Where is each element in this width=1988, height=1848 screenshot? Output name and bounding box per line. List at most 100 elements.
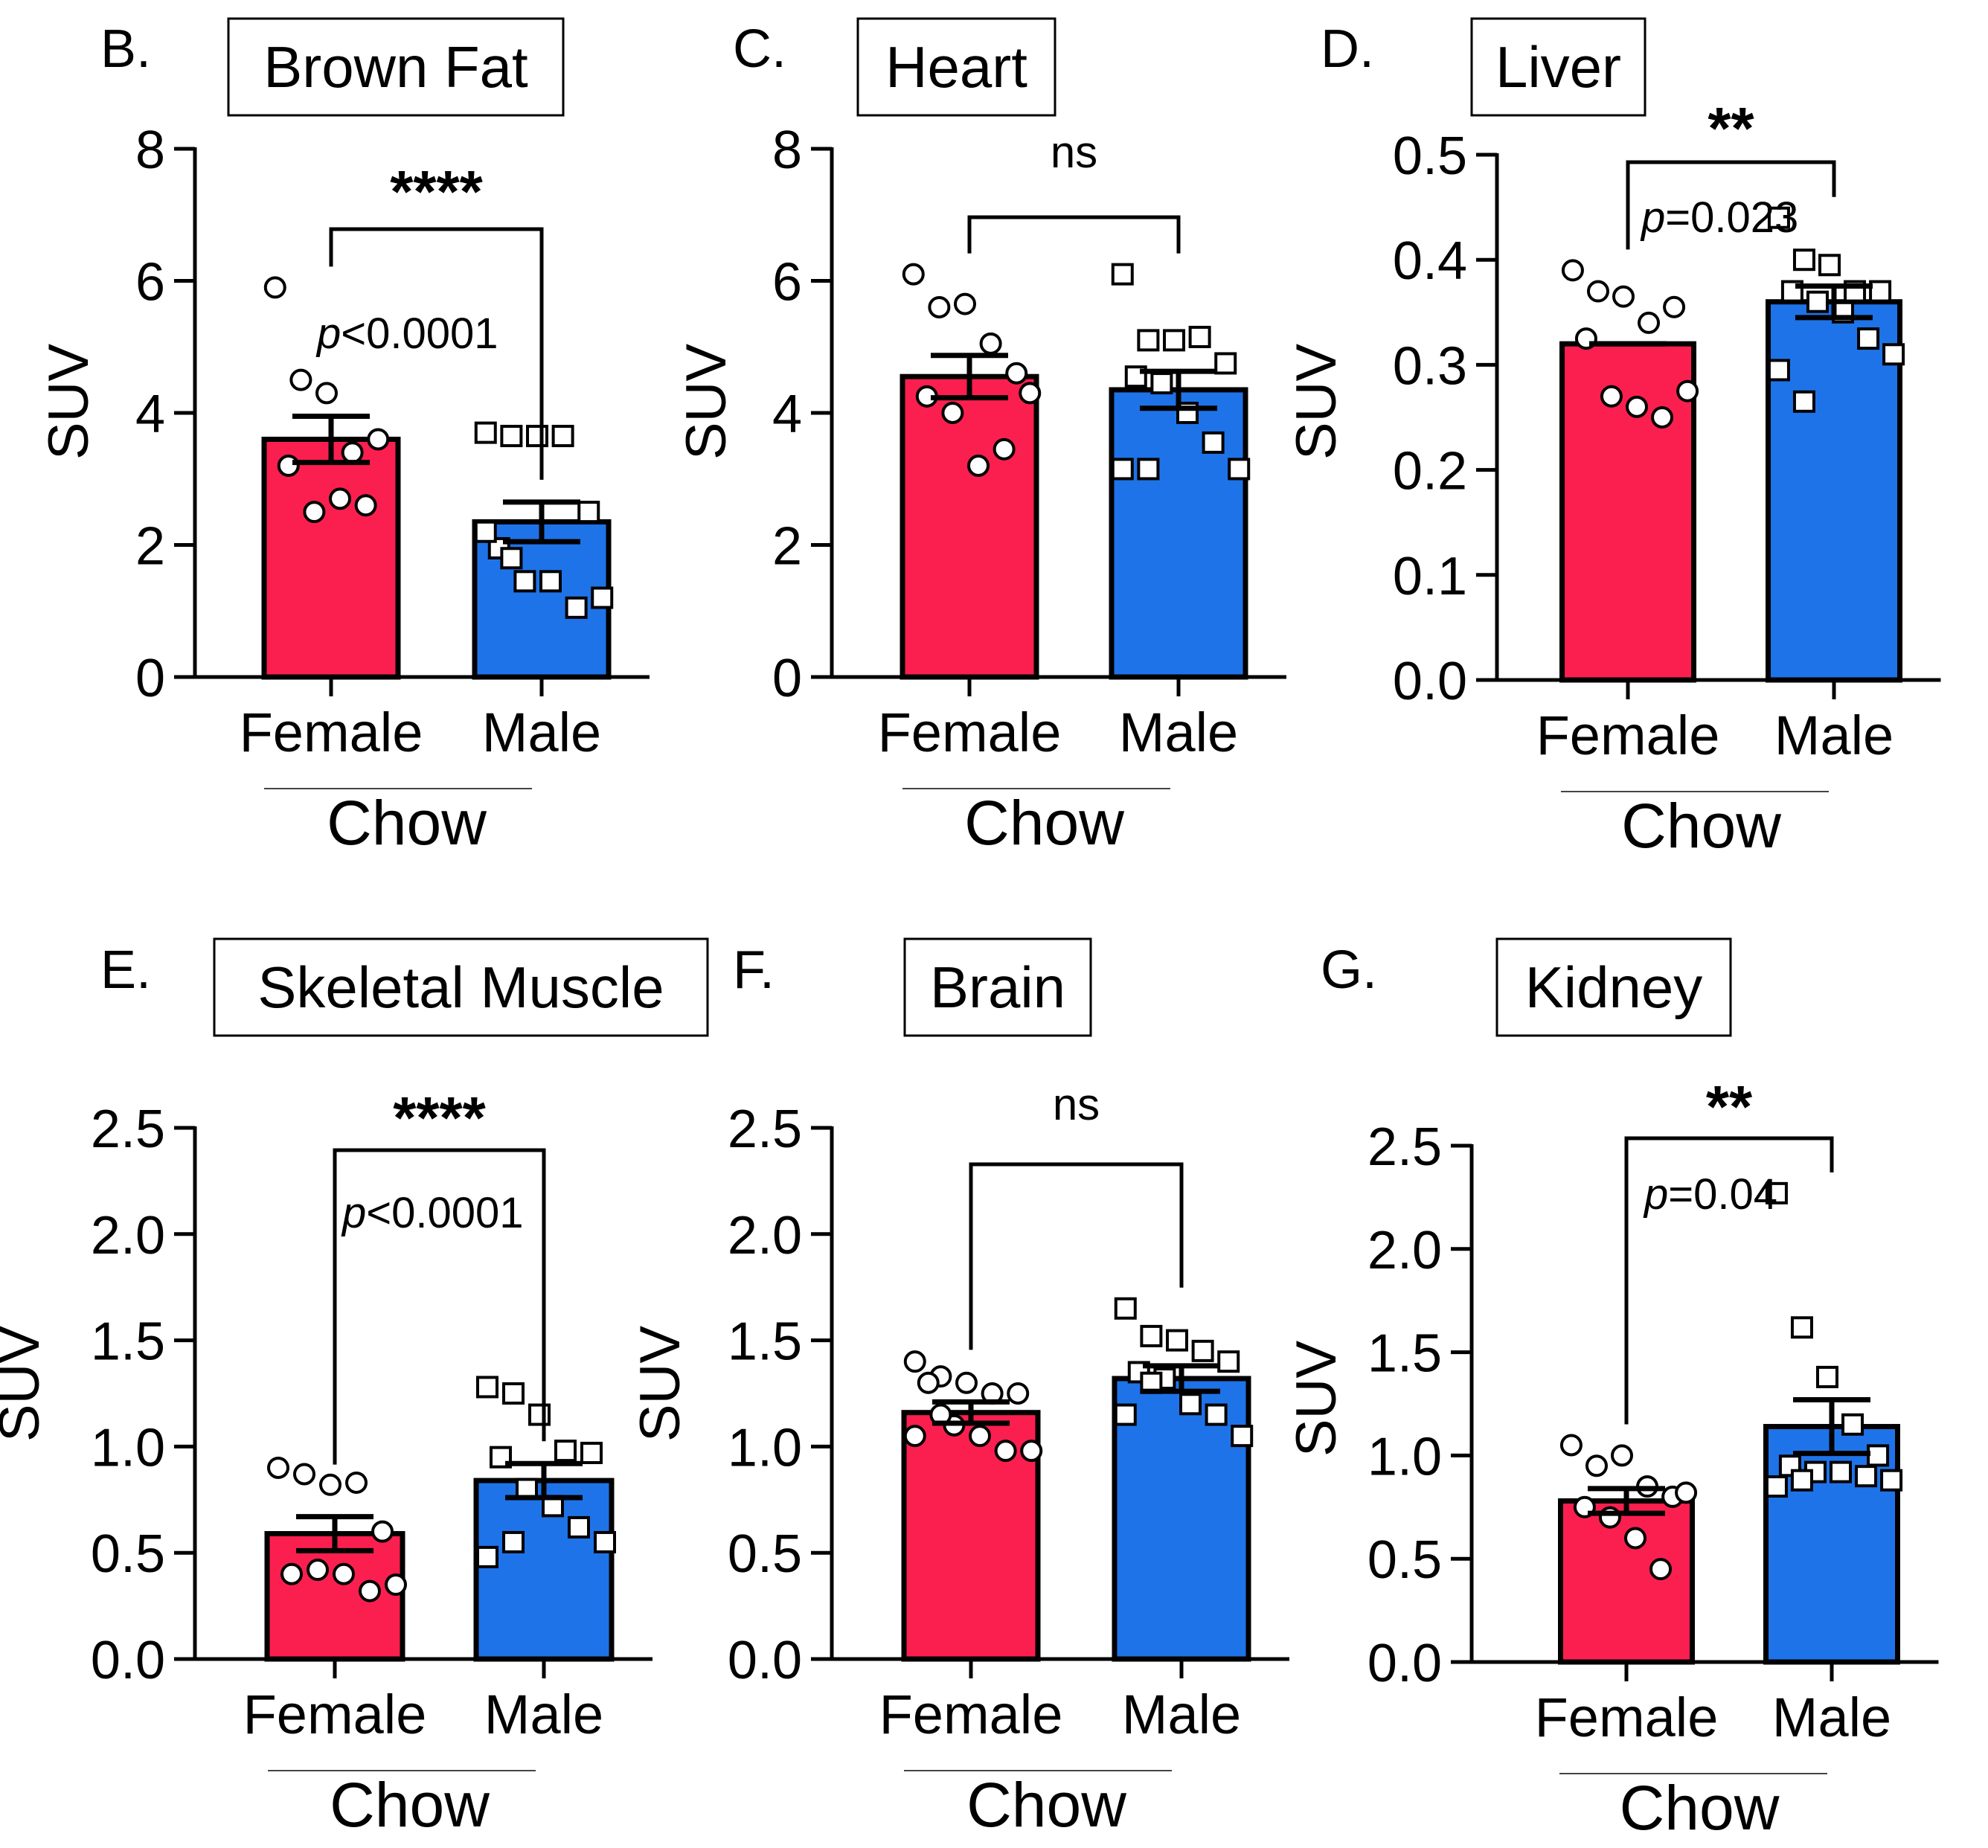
data-point-male bbox=[1111, 458, 1134, 481]
data-point-female bbox=[1585, 1454, 1608, 1478]
data-point-female bbox=[1598, 1506, 1621, 1529]
y-tick-label: 0.0 bbox=[728, 1631, 802, 1690]
x-category-label: Female bbox=[1536, 705, 1720, 766]
p-value-rest: <0.0001 bbox=[341, 309, 498, 358]
panel-brown-fat: B. Brown Fat SUV 0 2 4 6 8 Female Male Chow **** p<0… bbox=[37, 17, 650, 858]
data-point-male bbox=[1205, 1403, 1228, 1426]
panel-title: Brain bbox=[930, 955, 1065, 1020]
data-point-female bbox=[345, 1471, 368, 1494]
y-tick-label: 6 bbox=[772, 253, 802, 312]
data-point-female bbox=[1649, 1558, 1673, 1581]
data-point-male bbox=[1166, 1329, 1188, 1352]
data-point-male bbox=[539, 570, 562, 593]
data-point-male bbox=[1231, 1425, 1254, 1448]
data-point-male bbox=[1869, 280, 1892, 303]
p-value-prefix: p bbox=[1643, 1170, 1668, 1219]
data-point-male bbox=[568, 1515, 590, 1539]
data-point-male bbox=[1179, 1393, 1202, 1416]
data-point-male bbox=[551, 425, 574, 448]
panel-title: Heart bbox=[885, 34, 1027, 100]
panel-skeletal-muscle: E. Skeletal Muscle SUV 0.0 0.5 1.0 1.5 2.0 2.5 Fe… bbox=[0, 937, 709, 1840]
y-axis-label: SUV bbox=[1285, 344, 1348, 461]
panel-letter: F. bbox=[733, 940, 775, 1000]
data-point-female bbox=[1019, 382, 1042, 405]
data-point-male bbox=[1765, 1181, 1788, 1204]
data-point-female bbox=[333, 1562, 355, 1585]
y-axis-label: SUV bbox=[37, 344, 100, 461]
significance-bracket bbox=[969, 1162, 1184, 1350]
data-point-female bbox=[303, 501, 326, 524]
x-group-label: Chow bbox=[964, 788, 1124, 858]
panel-letter: C. bbox=[733, 19, 786, 79]
data-point-female bbox=[902, 263, 925, 286]
data-point-female bbox=[1676, 379, 1699, 402]
title-box bbox=[856, 17, 1056, 117]
data-point-male bbox=[1137, 329, 1160, 352]
title-box bbox=[213, 937, 709, 1037]
y-tick-label: 1.5 bbox=[91, 1312, 165, 1372]
p-value-label: p=0.023 bbox=[1640, 193, 1798, 242]
title-box bbox=[1495, 937, 1732, 1037]
y-tick-label: 2.5 bbox=[91, 1100, 165, 1159]
significance-bracket bbox=[967, 215, 1181, 254]
panel-title: Liver bbox=[1495, 34, 1621, 100]
x-category-label: Male bbox=[1774, 705, 1894, 766]
y-tick-label: 2.5 bbox=[728, 1100, 802, 1159]
data-point-male bbox=[1790, 1316, 1813, 1339]
data-point-female bbox=[1626, 395, 1648, 418]
y-tick-label: 2 bbox=[772, 517, 802, 577]
data-point-male bbox=[1818, 254, 1841, 277]
p-value-prefix: p bbox=[315, 309, 341, 358]
data-point-female bbox=[994, 1440, 1017, 1463]
data-point-male bbox=[1188, 325, 1211, 348]
data-point-male bbox=[1163, 329, 1185, 352]
significance-label: ns bbox=[1051, 127, 1097, 177]
y-tick-label: 0.5 bbox=[91, 1524, 165, 1584]
data-point-female bbox=[1586, 280, 1609, 303]
p-value-label: p=0.04 bbox=[1643, 1170, 1777, 1219]
data-point-male bbox=[476, 1376, 498, 1399]
significance-label: **** bbox=[393, 1085, 486, 1151]
data-point-female bbox=[341, 441, 364, 464]
p-value-label: p<0.0001 bbox=[341, 1189, 524, 1237]
bar-female bbox=[900, 373, 1039, 680]
x-group-label: Chow bbox=[1621, 791, 1781, 861]
data-point-female bbox=[267, 1456, 289, 1479]
data-point-female bbox=[385, 1573, 407, 1597]
data-point-female bbox=[289, 368, 312, 391]
y-tick-label: 0 bbox=[772, 649, 802, 708]
data-point-male bbox=[1806, 290, 1829, 313]
bar-female bbox=[901, 1410, 1041, 1662]
data-point-female bbox=[1663, 295, 1686, 318]
significance-label: ** bbox=[1706, 1074, 1753, 1140]
data-point-male bbox=[1792, 248, 1815, 272]
y-tick-label: 8 bbox=[772, 121, 802, 180]
panel-letter: G. bbox=[1321, 940, 1377, 1000]
data-point-female bbox=[1020, 1440, 1043, 1463]
data-point-male bbox=[1137, 458, 1160, 481]
y-tick-label: 0.0 bbox=[91, 1631, 165, 1690]
y-tick-label: 2.5 bbox=[1367, 1117, 1442, 1177]
panel-letter: E. bbox=[100, 940, 151, 1000]
data-point-male bbox=[1855, 1465, 1878, 1488]
data-point-male bbox=[565, 596, 588, 619]
x-category-label: Male bbox=[1122, 1684, 1241, 1745]
data-point-male bbox=[1114, 1297, 1137, 1320]
data-point-female bbox=[1561, 259, 1584, 282]
data-point-male bbox=[528, 1403, 551, 1426]
data-point-female bbox=[1559, 1434, 1583, 1457]
data-point-female bbox=[941, 402, 964, 424]
data-point-female bbox=[263, 276, 286, 299]
p-value-prefix: p bbox=[1640, 193, 1665, 242]
data-point-female bbox=[1675, 1481, 1698, 1504]
data-point-male bbox=[580, 1441, 603, 1464]
y-tick-label: 0 bbox=[135, 649, 165, 708]
data-point-female bbox=[1624, 1527, 1646, 1550]
y-tick-label: 1.0 bbox=[1367, 1427, 1442, 1486]
p-value-rest: =0.023 bbox=[1665, 193, 1798, 242]
significance-bracket bbox=[333, 1148, 546, 1465]
data-point-male bbox=[1150, 372, 1173, 395]
data-point-male bbox=[591, 586, 614, 609]
data-point-male bbox=[502, 1530, 525, 1553]
significance-label: **** bbox=[390, 158, 483, 225]
